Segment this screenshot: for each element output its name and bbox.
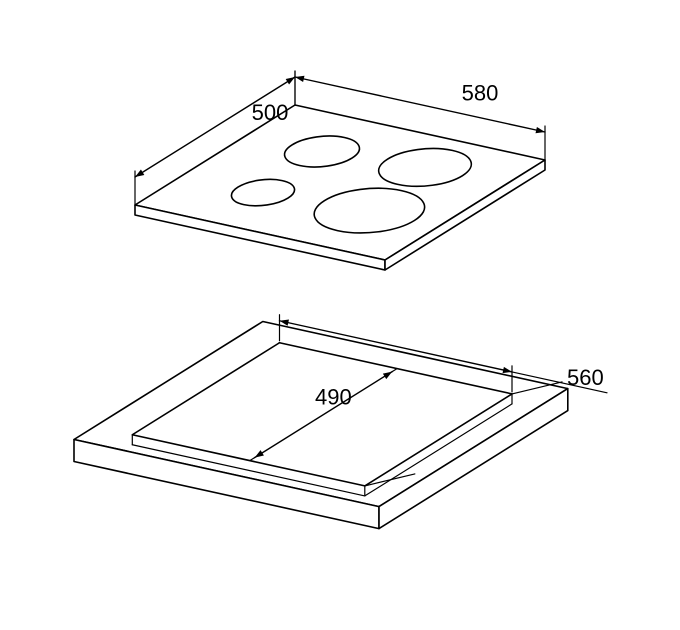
dim-hob-depth: 500 [252,100,289,125]
hob-top: 500 580 [135,71,545,270]
countertop-cutout: 560 490 [74,315,607,529]
dim-hob-width: 580 [462,81,499,106]
dim-cutout-depth: 490 [315,385,352,410]
dim-cutout-width: 560 [567,365,604,390]
